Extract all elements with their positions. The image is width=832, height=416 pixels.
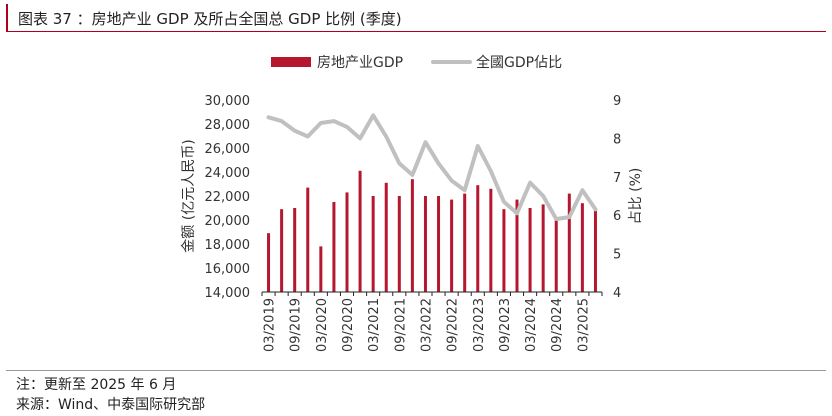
- x-tick-label: 03/2019: [263, 298, 278, 352]
- bar: [410, 179, 414, 292]
- y2-axis-label: 占比 (%): [628, 168, 644, 225]
- y-tick-label: 28,000: [205, 118, 251, 133]
- bar: [423, 196, 427, 292]
- x-tick-label: 03/2022: [419, 298, 434, 352]
- bar: [384, 182, 388, 292]
- footer-source: 来源：Wind、中泰国际研究部: [16, 397, 206, 413]
- x-tick-label: 09/2024: [550, 298, 565, 352]
- x-tick-label: 03/2025: [576, 298, 591, 352]
- bar: [554, 220, 558, 292]
- bar: [463, 193, 467, 292]
- y-axis-label: 金额 (亿元人民币): [181, 139, 197, 252]
- bar: [293, 208, 297, 292]
- bar: [397, 196, 401, 292]
- y2-tick-label: 8: [613, 132, 621, 147]
- x-tick-label: 09/2022: [446, 298, 461, 352]
- y2-tick-label: 7: [613, 171, 621, 186]
- bar: [345, 192, 349, 292]
- bar: [567, 193, 571, 292]
- y-tick-label: 22,000: [205, 190, 251, 205]
- footer-note: 注：更新至 2025 年 6 月: [16, 377, 177, 393]
- bar: [528, 208, 532, 292]
- x-tick-label: 03/2020: [315, 298, 330, 352]
- y-tick-label: 30,000: [205, 94, 251, 109]
- bar: [371, 196, 375, 292]
- y-tick-label: 18,000: [205, 238, 251, 253]
- chart-title: 图表 37 ：房地产业 GDP 及所占全国总 GDP 比例 (季度): [18, 10, 402, 28]
- y-tick-label: 26,000: [205, 142, 251, 157]
- legend-swatch-bar: [271, 57, 311, 67]
- x-tick-label: 03/2024: [524, 298, 539, 352]
- x-tick-label: 09/2019: [289, 298, 304, 352]
- bar: [450, 199, 454, 292]
- legend-label-bar: 房地产业GDP: [317, 55, 403, 71]
- bar: [306, 187, 310, 292]
- x-tick-label: 09/2023: [498, 298, 513, 352]
- bar: [332, 202, 336, 292]
- footer-divider: [6, 370, 826, 371]
- bar: [437, 196, 441, 292]
- bar: [489, 188, 493, 292]
- y2-tick-label: 9: [613, 94, 621, 109]
- bar: [515, 199, 519, 292]
- bar: [593, 209, 597, 292]
- series-line: [266, 113, 598, 221]
- bar: [502, 209, 506, 292]
- bar: [280, 209, 284, 292]
- legend-label-line: 全國GDP佔比: [476, 54, 562, 71]
- bar: [476, 185, 480, 292]
- y-tick-label: 20,000: [205, 214, 251, 229]
- x-tick-label: 03/2023: [472, 298, 487, 352]
- x-tick-label: 09/2020: [341, 298, 356, 352]
- bar: [580, 203, 584, 292]
- chart-area: 30,000 28,000 26,000 24,000 22,000 20,000 18,0…: [181, 54, 644, 352]
- y-tick-label: 16,000: [205, 262, 251, 277]
- bar: [319, 246, 323, 292]
- bar: [267, 233, 271, 292]
- bar: [358, 170, 362, 292]
- y2-tick-label: 4: [613, 286, 621, 301]
- bar: [541, 204, 545, 292]
- y2-tick-label: 5: [613, 248, 621, 263]
- y2-tick-label: 6: [613, 209, 621, 224]
- title-bar: 图表 37 ：房地产业 GDP 及所占全国总 GDP 比例 (季度): [6, 4, 826, 32]
- y-tick-label: 14,000: [205, 286, 251, 301]
- y-tick-label: 24,000: [205, 166, 251, 181]
- x-tick-label: 03/2021: [367, 298, 382, 352]
- x-tick-label: 09/2021: [393, 298, 408, 352]
